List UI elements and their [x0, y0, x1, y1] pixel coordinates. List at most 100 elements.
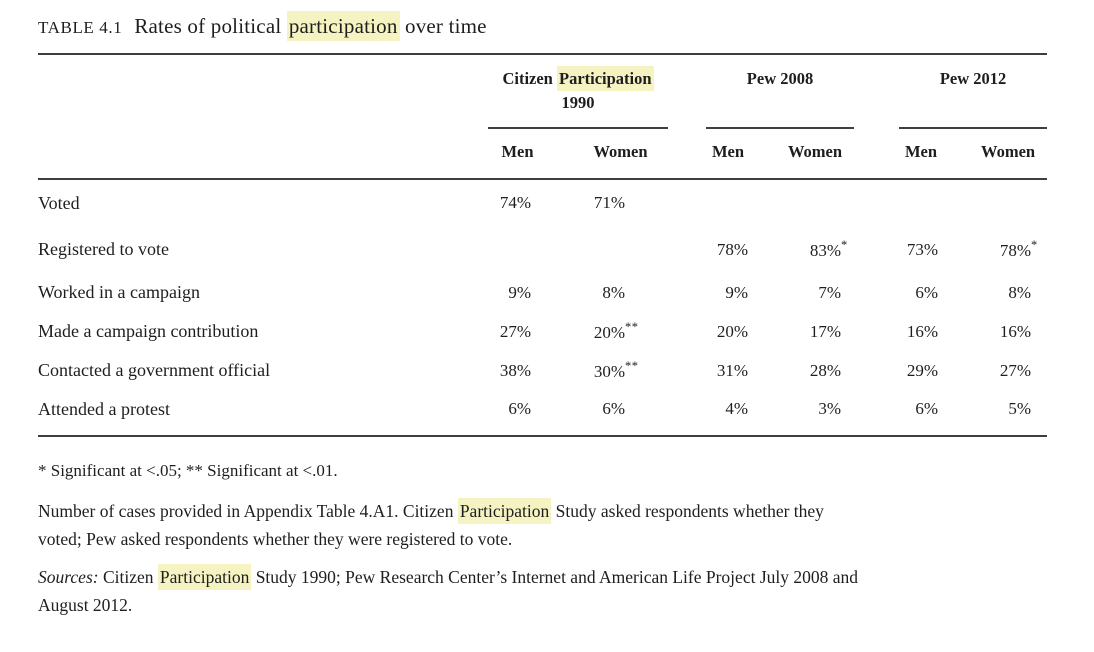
- cell-value: 9%: [508, 282, 531, 302]
- cell-value: 9%: [725, 282, 749, 302]
- data-table: Citizen Participation 1990 Pew 2008 Pew …: [38, 53, 1048, 437]
- col-group-pew-2012: Pew 2012: [899, 54, 1048, 129]
- table-row: Worked in a campaign 9% 8% 9% 7% 6% 8%: [38, 273, 1047, 312]
- sub-header-row: Men Women Men Women Men Women: [38, 128, 1048, 180]
- col-header-cp1990-men: Men: [488, 128, 573, 180]
- col-header-pew2012-men: Men: [899, 128, 970, 180]
- table-cell: 17%: [776, 312, 854, 351]
- table-cell: 27%: [969, 351, 1047, 390]
- search-highlight: Participation: [556, 66, 654, 91]
- table-cell: 78%*: [999, 238, 1038, 260]
- table-body: Voted 74% 71% Registered to vote 78% 83%* 73% 7…: [38, 179, 1047, 436]
- table-cell: 8%: [969, 273, 1047, 312]
- footnote-cases-line2: voted; Pew asked respondents whether the…: [38, 529, 513, 549]
- col-header-cp1990-women: Women: [573, 128, 669, 180]
- cell-value: 78%: [999, 241, 1032, 260]
- spacer-cell: [668, 273, 706, 312]
- cell-value: 73%: [906, 239, 939, 259]
- table-cell: 38%: [488, 351, 573, 390]
- group-label-line2: 1990: [561, 93, 595, 112]
- table-cell: 6%: [899, 390, 969, 436]
- table-cell: 7%: [776, 273, 854, 312]
- table-cell: 20%: [706, 312, 776, 351]
- group-header-row: Citizen Participation 1990 Pew 2008 Pew …: [38, 54, 1048, 129]
- cell-value: 8%: [1008, 282, 1032, 302]
- table-cell: 5%: [969, 390, 1047, 436]
- table-title-text-post: over time: [399, 14, 487, 38]
- cell-value: 6%: [915, 282, 939, 302]
- cell-value: 20%: [593, 323, 626, 342]
- search-highlight: Participation: [157, 564, 252, 590]
- spacer-cell: [668, 128, 707, 180]
- cell-value: 4%: [725, 399, 749, 418]
- footnote-sources-text: Citizen: [98, 567, 158, 587]
- table-cell: 3%: [776, 390, 854, 436]
- cell-value: 29%: [906, 360, 939, 380]
- sources-label: Sources:: [38, 567, 99, 587]
- spacer-cell: [854, 226, 899, 273]
- table-cell: 4%: [706, 390, 776, 436]
- row-label: Attended a protest: [38, 399, 170, 419]
- cell-value: 17%: [809, 321, 842, 341]
- footnote-sources: Sources: Citizen Participation Study 199…: [38, 563, 1048, 619]
- col-group-pew-2008: Pew 2008: [706, 54, 855, 129]
- cell-value: 83%: [809, 241, 842, 260]
- footnote-significance: * Significant at <.05; ** Significant at…: [38, 461, 338, 480]
- search-highlight: participation: [286, 11, 400, 41]
- table-cell: 83%*: [809, 238, 848, 260]
- cell-value: 74%: [499, 193, 531, 212]
- footnote-sources-text-post: Study 1990; Pew Research Center’s Intern…: [251, 567, 859, 587]
- row-label: Voted: [38, 192, 80, 213]
- table-header: Citizen Participation 1990 Pew 2008 Pew …: [38, 54, 1048, 180]
- cell-value: 71%: [593, 193, 626, 212]
- table-cell: 71%: [573, 179, 668, 226]
- table-row: Contacted a government official 38% 30%** 3…: [38, 351, 1047, 390]
- cell-value: 6%: [915, 399, 939, 418]
- table-cell: 6%: [573, 390, 668, 436]
- table-cell: 28%: [776, 351, 854, 390]
- table-cell: 30%**: [593, 359, 639, 381]
- spacer-cell: [668, 312, 706, 351]
- cell-value: 8%: [602, 282, 626, 302]
- group-label-line1: Pew 2012: [939, 69, 1007, 88]
- cell-value: 38%: [499, 360, 531, 380]
- cell-value: 78%: [716, 239, 749, 259]
- footnote-cases: Number of cases provided in Appendix Tab…: [38, 497, 1048, 553]
- spacer-cell: [854, 128, 900, 180]
- col-header-pew2008-men: Men: [706, 128, 777, 180]
- cell-value: 20%: [716, 321, 749, 341]
- table-cell: 16%: [899, 312, 969, 351]
- table-row: Voted 74% 71%: [38, 179, 1047, 226]
- col-group-citizen-participation-1990: Citizen Participation 1990: [488, 54, 669, 129]
- group-label-line1: Pew 2008: [746, 69, 814, 88]
- footnote-cases-text-post: Study asked respondents whether they: [551, 501, 824, 521]
- table-cell: [706, 179, 776, 226]
- table-cell: 20%**: [593, 320, 639, 342]
- col-header-pew2008-women: Women: [776, 128, 855, 180]
- table-row: Made a campaign contribution 27% 20%** 20% 1…: [38, 312, 1047, 351]
- table-cell: [776, 179, 854, 226]
- cell-value: 16%: [906, 321, 939, 341]
- group-label-line1: Citizen Participation: [488, 66, 668, 91]
- table-cell: 29%: [899, 351, 969, 390]
- spacer-cell: [854, 312, 899, 351]
- table-cell: 78%: [706, 226, 776, 273]
- table-cell: 8%: [573, 273, 668, 312]
- table-cell: [488, 226, 573, 273]
- table-row: Registered to vote 78% 83%* 73% 78%*: [38, 226, 1047, 273]
- cell-value: 28%: [809, 360, 842, 380]
- table-title-text: Rates of political: [134, 14, 287, 38]
- spacer-cell: [854, 54, 899, 128]
- footnote-cases-text: Number of cases provided in Appendix Tab…: [38, 501, 458, 521]
- table-row: Attended a protest 6% 6% 4% 3% 6% 5%: [38, 390, 1047, 436]
- stub-cell: [38, 54, 488, 128]
- spacer-cell: [668, 351, 706, 390]
- stub-cell: [38, 128, 488, 180]
- table-cell: [969, 179, 1047, 226]
- spacer-cell: [668, 179, 706, 226]
- spacer-cell: [854, 273, 899, 312]
- spacer-cell: [668, 226, 706, 273]
- spacer-cell: [854, 179, 899, 226]
- table-cell: 73%: [899, 226, 969, 273]
- table-title: TABLE 4.1 Rates of political participatio…: [38, 11, 1054, 41]
